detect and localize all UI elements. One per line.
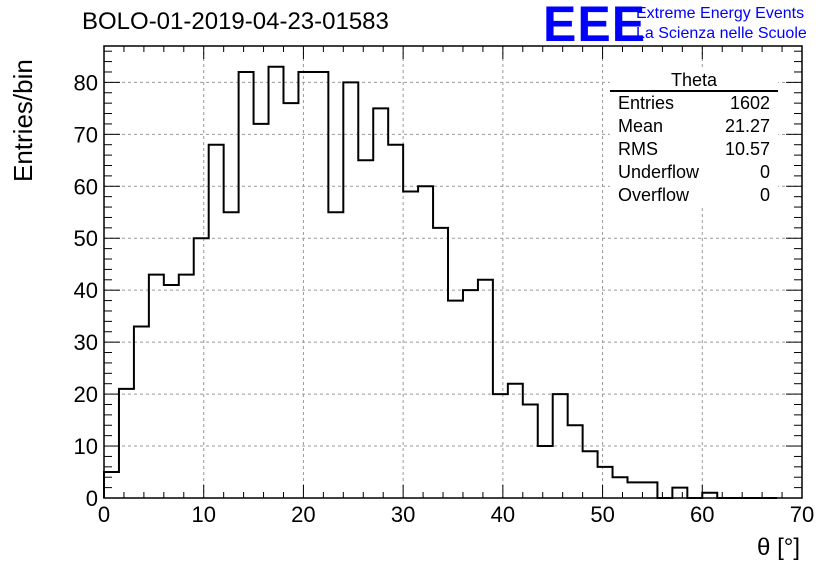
stats-value: 10.57 — [724, 139, 770, 159]
histogram-bin — [403, 191, 418, 498]
histogram-bin — [149, 275, 164, 498]
histogram-bin — [343, 82, 358, 498]
histogram-bin — [179, 275, 194, 498]
logo-subtitle-line1: Extreme Energy Events — [636, 5, 805, 22]
stats-label: Entries — [618, 93, 675, 113]
x-tick-label: 60 — [690, 502, 714, 527]
stats-label: Overflow — [618, 185, 690, 205]
histogram-bin — [134, 327, 149, 498]
histogram-bin — [119, 389, 134, 498]
histogram-bin — [373, 108, 388, 498]
stats-row-overflow: Overflow 0 — [610, 184, 778, 207]
histogram-bin — [642, 482, 657, 498]
histogram-bin — [388, 145, 403, 498]
plot-frame — [103, 45, 803, 499]
histogram-bin — [672, 488, 687, 498]
stats-label: Underflow — [618, 162, 700, 182]
histogram-bin — [568, 425, 583, 498]
y-tick-label: 10 — [74, 434, 98, 459]
histogram-bin — [224, 212, 239, 498]
stats-value: 0 — [759, 185, 770, 205]
histogram-bin — [463, 290, 478, 498]
y-tick-label: 40 — [74, 278, 98, 303]
histogram-bin — [269, 67, 284, 498]
y-tick-label: 70 — [74, 122, 98, 147]
stats-value: 1602 — [729, 93, 770, 113]
histogram-bin — [239, 72, 254, 498]
histogram-bin — [164, 285, 179, 498]
y-tick-label: 20 — [74, 382, 98, 407]
y-axis-label: Entries/bin — [8, 59, 38, 182]
x-tick-label: 10 — [191, 502, 215, 527]
histogram-outline — [103, 65, 778, 499]
x-tick-label: 50 — [590, 502, 614, 527]
histogram-bin — [613, 477, 628, 498]
logo-subtitle-line2: La Scienza nelle Scuole — [636, 25, 807, 42]
stats-value: 21.27 — [724, 116, 770, 136]
stats-value: 0 — [759, 162, 770, 182]
histogram-bin — [298, 72, 313, 498]
histogram-bin — [493, 394, 508, 498]
eee-logo: EEE — [543, 0, 647, 52]
histogram-bin — [448, 301, 463, 498]
x-tick-label: 70 — [790, 502, 814, 527]
histogram-bin — [628, 482, 643, 498]
stats-label: Mean — [618, 116, 664, 136]
stats-row-rms: RMS 10.57 — [610, 138, 778, 161]
stats-label: RMS — [618, 139, 658, 159]
y-tick-label: 60 — [74, 174, 98, 199]
y-tick-label: 50 — [74, 226, 98, 251]
histogram-bin — [418, 186, 433, 498]
histogram-bin — [508, 384, 523, 498]
stats-row-mean: Mean 21.27 — [610, 115, 778, 138]
histogram-bin — [283, 103, 298, 498]
run-title: BOLO-01-2019-04-23-01583 — [82, 8, 389, 35]
x-tick-label: 40 — [491, 502, 515, 527]
histogram-bin — [583, 451, 598, 498]
histogram-bin — [523, 404, 538, 498]
stats-row-entries: Entries 1602 — [610, 92, 778, 115]
x-tick-label: 30 — [391, 502, 415, 527]
stats-box: Theta Entries 1602 Mean 21.27 RMS 10.57 … — [610, 70, 778, 207]
histogram-bin — [104, 472, 119, 498]
histogram-bin — [553, 394, 568, 498]
x-axis-label: θ [°] — [757, 534, 800, 561]
stats-row-underflow: Underflow 0 — [610, 161, 778, 184]
histogram-bin — [702, 493, 717, 498]
y-tick-label: 80 — [74, 70, 98, 95]
histogram-bin — [313, 72, 328, 498]
histogram-bin — [478, 280, 493, 498]
histogram-bin — [194, 238, 209, 498]
y-tick-label: 0 — [86, 486, 98, 511]
histogram-bin — [433, 228, 448, 498]
y-tick-label: 30 — [74, 330, 98, 355]
x-tick-label: 20 — [291, 502, 315, 527]
histogram-bin — [598, 467, 613, 498]
histogram-bin — [538, 446, 553, 498]
histogram-bin — [328, 212, 343, 498]
histogram-bin — [358, 160, 373, 498]
stats-title: Theta — [610, 70, 778, 92]
x-tick-label: 0 — [98, 502, 110, 527]
histogram-bin — [254, 124, 269, 498]
histogram-bin — [209, 145, 224, 498]
